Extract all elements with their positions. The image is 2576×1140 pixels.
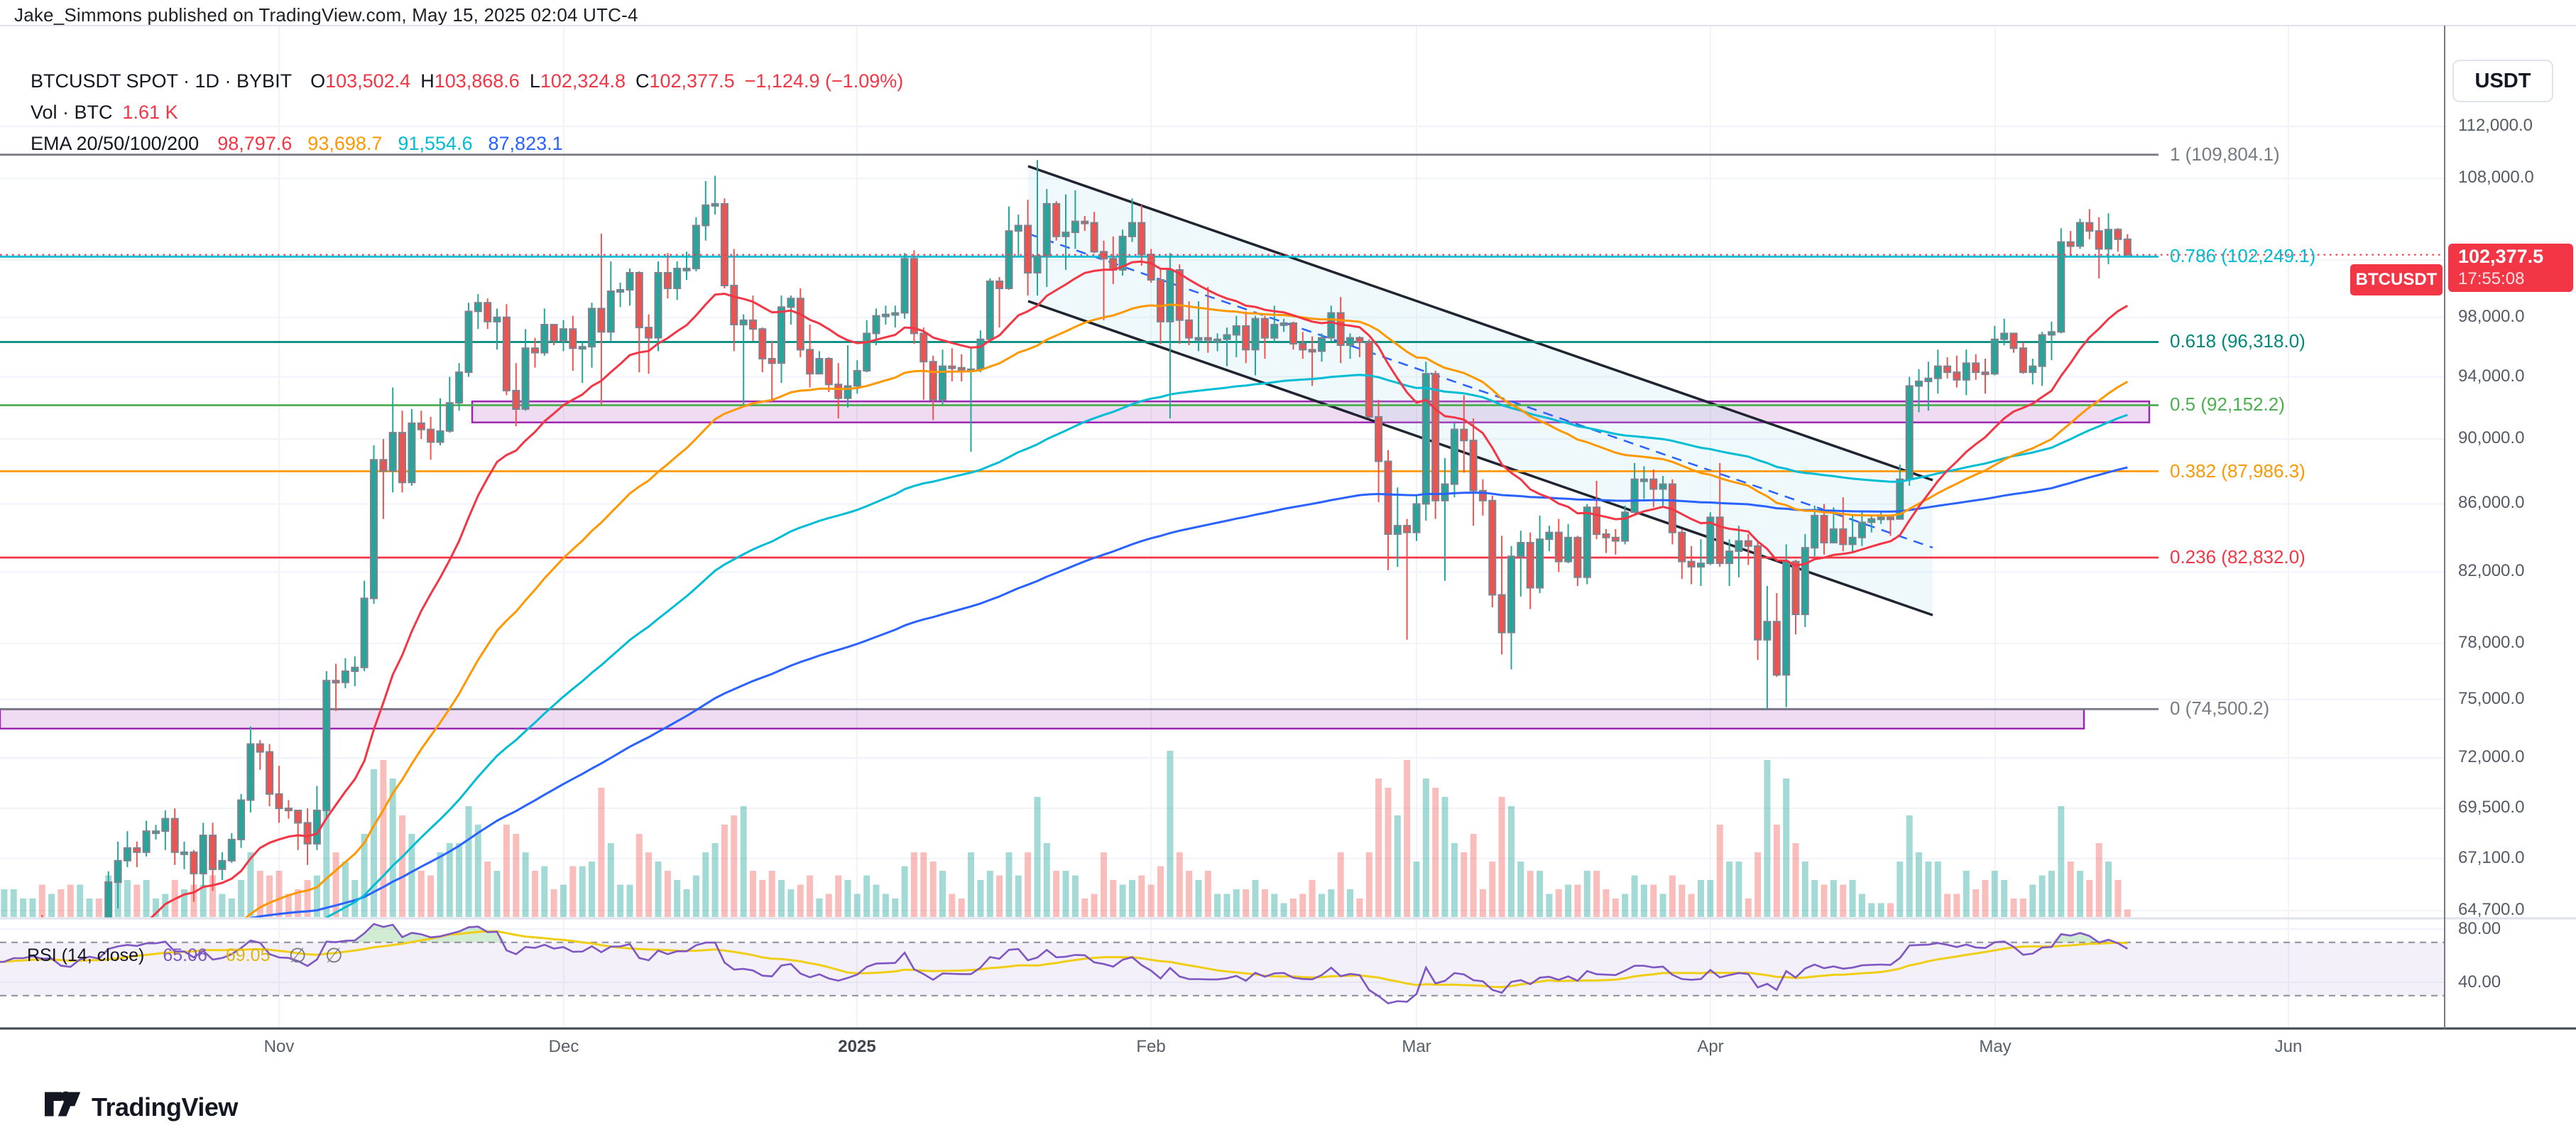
tradingview-logo-text: TradingView: [92, 1092, 238, 1122]
ema-legend-row[interactable]: EMA 20/50/100/200 98,797.6 93,698.7 91,554…: [31, 128, 903, 159]
volume-label: Vol · BTC: [31, 101, 113, 123]
time-axis-label: Apr: [1697, 1037, 1724, 1056]
rsi-ma-line: [0, 930, 2128, 989]
time-axis-label: May: [1979, 1037, 2012, 1056]
time-axis-label: 2025: [838, 1037, 876, 1056]
price-axis-label: 75,000.0: [2458, 689, 2525, 708]
price-axis-label: 94,000.0: [2458, 367, 2525, 386]
open-label: O: [310, 70, 326, 92]
ema-values: 98,797.6 93,698.7 91,554.6 87,823.1: [217, 133, 578, 155]
fib-label: 0.5 (92,152.2): [2170, 393, 2285, 415]
rsi-legend-row[interactable]: RSI (14, close) 65.06 69.05 ∅ ∅: [27, 943, 343, 968]
price-axis-label: 86,000.0: [2458, 493, 2525, 512]
fib-label: 0.618 (96,318.0): [2170, 330, 2305, 352]
fib-label: 0.382 (87,986.3): [2170, 460, 2305, 482]
channel-upper-line: [1027, 165, 1933, 482]
price-axis-label: 108,000.0: [2458, 168, 2534, 187]
symbol-title[interactable]: BTCUSDT SPOT · 1D · BYBIT: [31, 70, 293, 92]
fib-retracement-lines[interactable]: [0, 153, 2159, 710]
time-axis-label: Nov: [263, 1037, 295, 1056]
price-axis-label: 69,500.0: [2458, 798, 2525, 817]
close-value: 102,377.5: [649, 70, 735, 92]
volume-legend-row[interactable]: Vol · BTC 1.61 K: [31, 97, 903, 128]
volume-value: 1.61 K: [122, 101, 178, 123]
price-axis-label: 67,100.0: [2458, 848, 2525, 867]
open-value: 103,502.4: [325, 70, 411, 92]
descending-channel[interactable]: [1027, 165, 1933, 617]
time-axis-label: Feb: [1136, 1037, 1166, 1056]
volume-bars: [1, 751, 2131, 917]
rsi-axis-label: 40.00: [2458, 972, 2501, 992]
tradingview-logo[interactable]: TradingView: [45, 1090, 238, 1125]
low-value: 102,324.8: [540, 70, 626, 92]
last-price-value: 102,377.5: [2458, 246, 2544, 267]
price-axis-label: 112,000.0: [2458, 116, 2533, 135]
published-byline: Jake_Simmons published on TradingView.co…: [14, 4, 638, 26]
time-axis-label: Dec: [548, 1037, 579, 1056]
rsi-axis-label: 80.00: [2458, 919, 2501, 938]
rsi-pane: [0, 923, 2445, 1005]
ema-value: 87,823.1: [488, 132, 563, 154]
bar-countdown: 17:55:08: [2458, 269, 2525, 288]
ema-200-line: [244, 466, 2128, 918]
tradingview-logo-icon: [45, 1091, 81, 1117]
fib-label: 0.786 (102,249.1): [2170, 245, 2316, 266]
price-axis-label: 64,700.0: [2458, 900, 2525, 919]
price-axis-label: 98,000.0: [2458, 307, 2525, 326]
low-label: L: [529, 70, 540, 92]
symbol-price-tag: BTCUSDT: [2350, 264, 2443, 295]
ema-label: EMA 20/50/100/200: [31, 132, 200, 154]
price-axis-label: 78,000.0: [2458, 633, 2525, 652]
fib-label: 0 (74,500.2): [2170, 697, 2270, 719]
ema-lines: [148, 260, 2129, 918]
last-price-tag: 102,377.5 17:55:08: [2448, 244, 2573, 292]
currency-toggle-button[interactable]: USDT: [2452, 60, 2553, 102]
ema-100-line: [322, 374, 2128, 918]
fib-label: 0.236 (82,832.0): [2170, 546, 2305, 568]
rsi-value: 65.06: [163, 945, 207, 965]
ema-value: 98,797.6: [217, 132, 293, 154]
price-axis-label: 82,000.0: [2458, 561, 2525, 580]
rsi-ma-value: 69.05: [225, 945, 271, 965]
ema-value: 93,698.7: [307, 132, 383, 154]
fib-label: 1 (109,804.1): [2170, 143, 2280, 165]
close-label: C: [635, 70, 650, 92]
rsi-label: RSI (14, close): [27, 945, 145, 965]
legend-block: BTCUSDT SPOT · 1D · BYBIT O 103,502.4 H 10…: [31, 65, 903, 159]
ema-value: 91,554.6: [398, 132, 473, 154]
change-value: −1,124.9 (−1.09%): [744, 70, 904, 92]
ema-20-line: [148, 260, 2129, 918]
time-axis-label: Mar: [1402, 1037, 1431, 1056]
rsi-line: [0, 923, 2128, 1005]
rsi-overbought-fill: [0, 923, 2128, 943]
price-axis-label: 90,000.0: [2458, 428, 2525, 447]
ema-50-line: [243, 303, 2129, 918]
channel-lower-line: [1027, 300, 1933, 617]
high-label: H: [420, 70, 435, 92]
zone-band: [0, 708, 2085, 730]
high-value: 103,868.6: [434, 70, 520, 92]
time-axis-label: Jun: [2274, 1037, 2303, 1056]
price-axis-label: 72,000.0: [2458, 747, 2525, 766]
divergence-empty-icon: ∅: [288, 945, 307, 967]
divergence-empty-icon: ∅: [324, 945, 343, 967]
symbol-legend-row[interactable]: BTCUSDT SPOT · 1D · BYBIT O 103,502.4 H 10…: [31, 65, 903, 97]
